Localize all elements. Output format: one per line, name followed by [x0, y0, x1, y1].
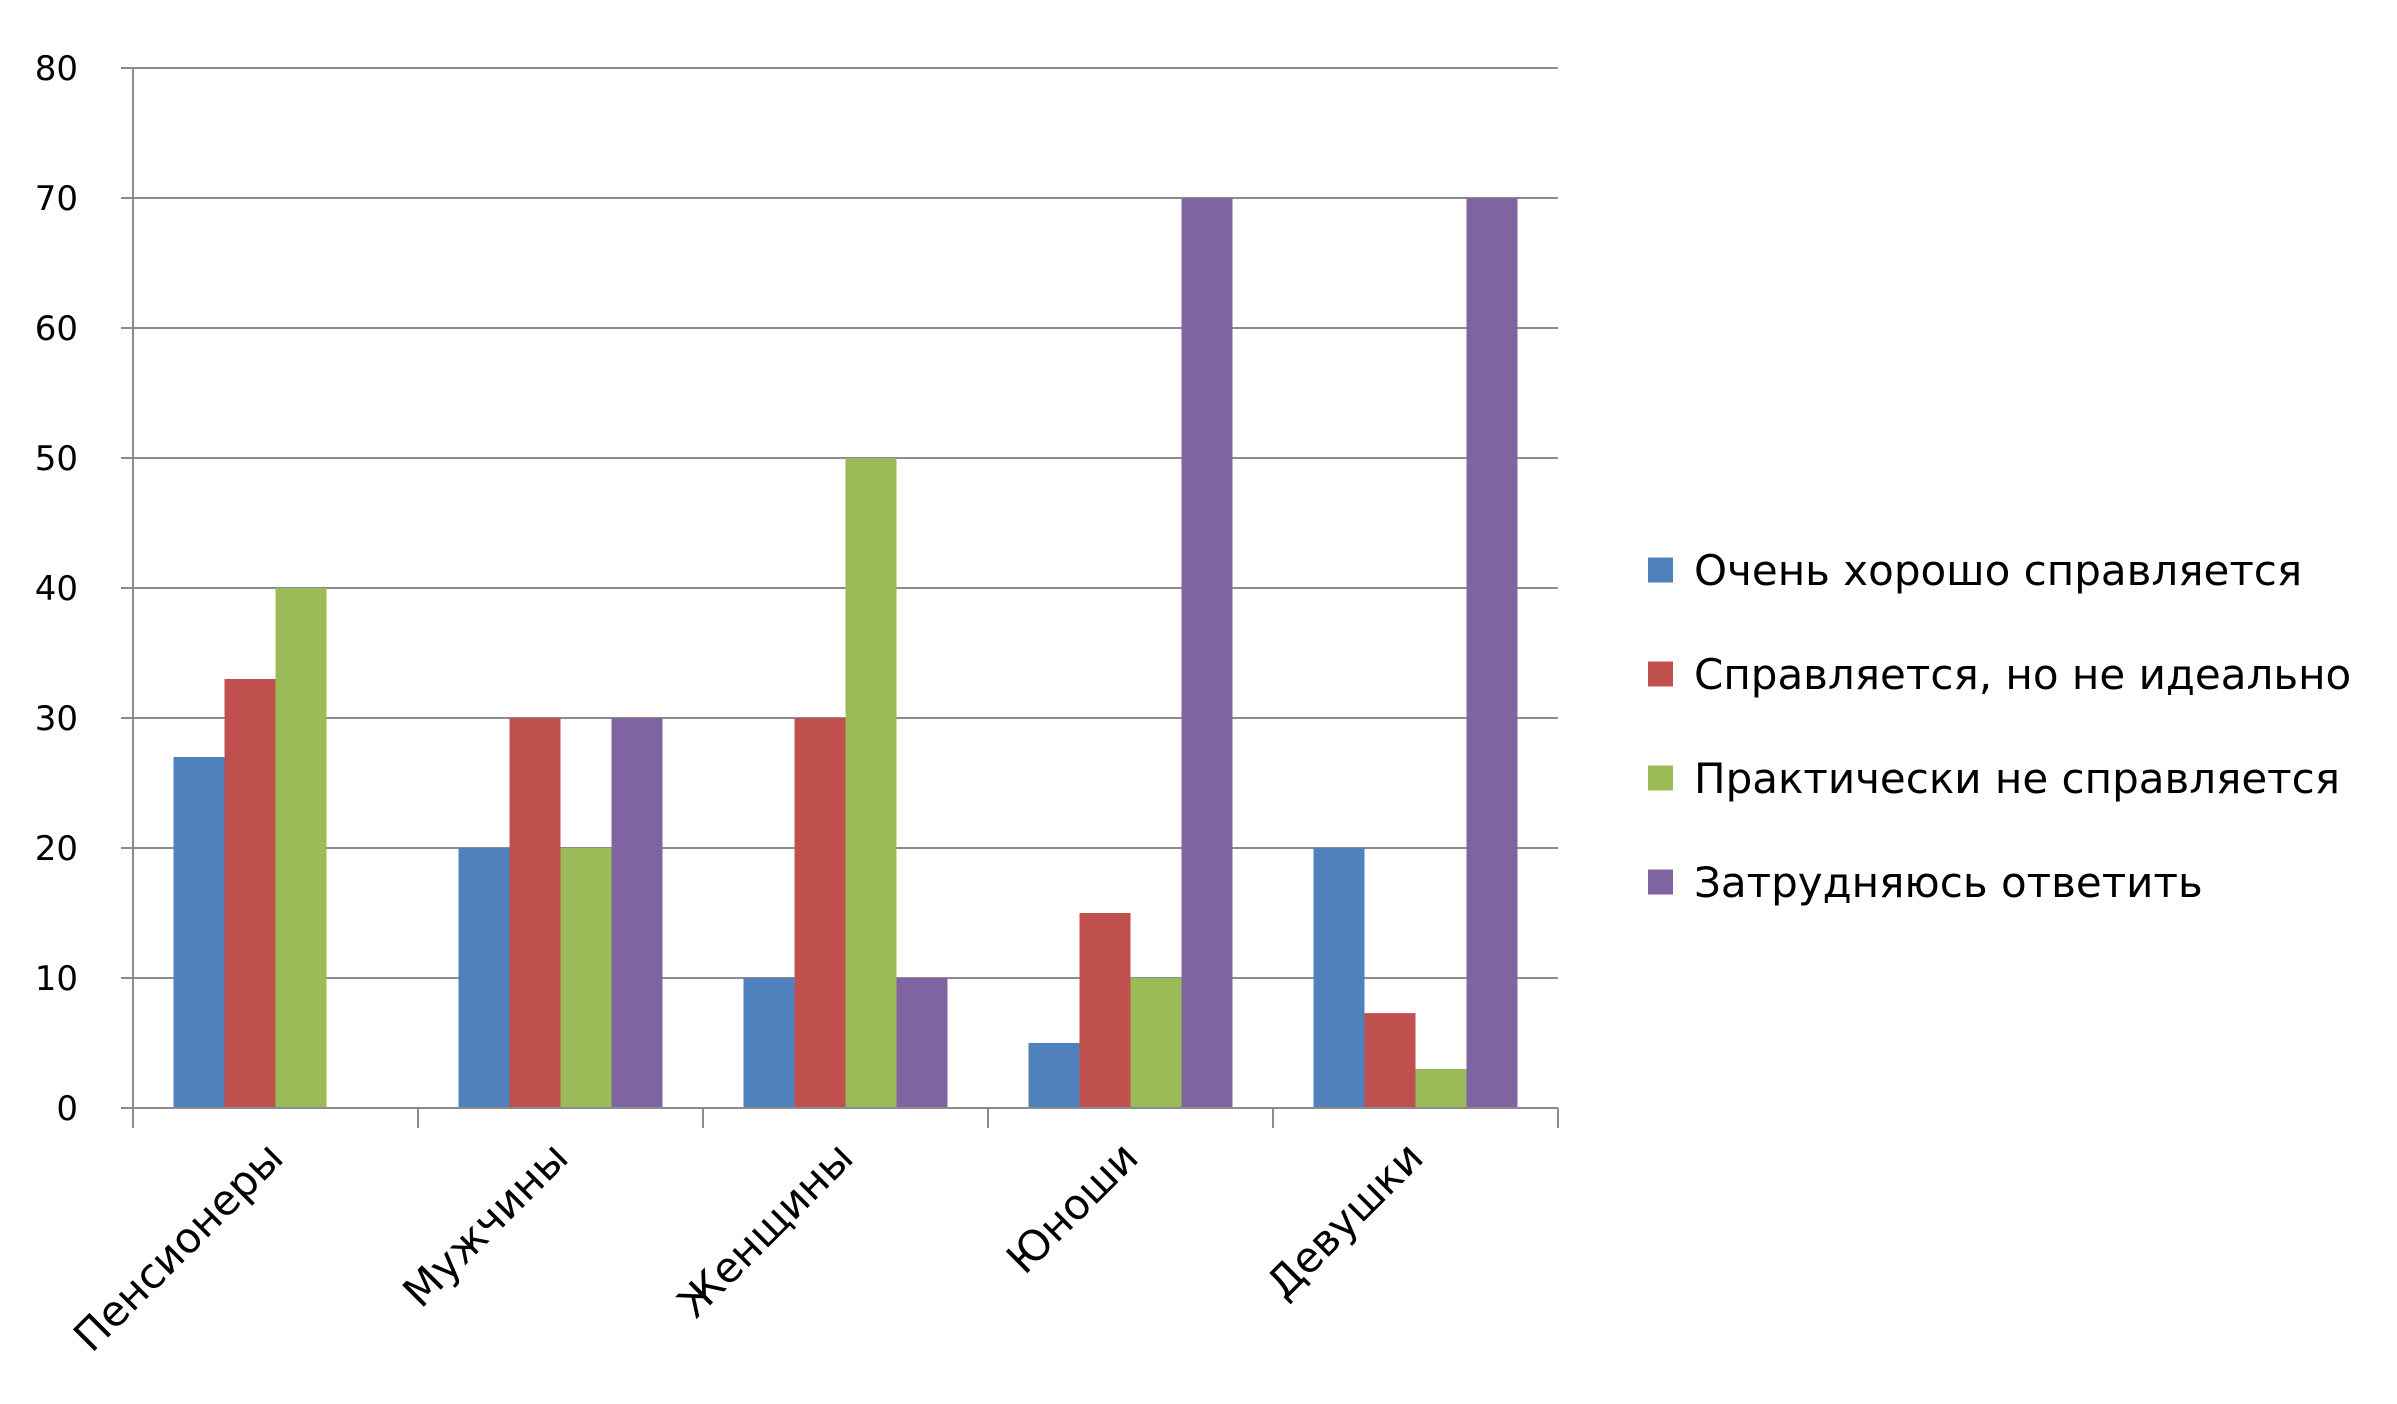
bar: [845, 458, 897, 1108]
bar: [1313, 848, 1365, 1108]
bars: [173, 198, 1518, 1108]
bar: [275, 588, 327, 1108]
bar: [743, 978, 795, 1108]
bar: [1181, 198, 1233, 1108]
y-tick-label: 0: [56, 1089, 78, 1129]
y-tick-label: 50: [35, 439, 78, 479]
bar: [509, 718, 561, 1108]
category-label: Мужчины: [393, 1132, 577, 1316]
bar: [1466, 198, 1518, 1108]
bar: [224, 679, 276, 1108]
bar: [1079, 913, 1131, 1108]
legend-label: Справляется, но не идеально: [1694, 650, 2351, 699]
y-tick-label: 70: [35, 179, 78, 219]
y-tick-label: 60: [35, 309, 78, 349]
category-label: Женщины: [668, 1132, 862, 1326]
category-label: Пенсионеры: [64, 1132, 292, 1360]
y-tick-label: 20: [35, 829, 78, 869]
bar: [173, 757, 225, 1108]
legend-label: Практически не справляется: [1694, 754, 2340, 803]
category-label: Девушки: [1257, 1132, 1433, 1308]
legend-swatch: [1648, 869, 1673, 895]
legend-swatch: [1648, 661, 1673, 687]
category-labels: Пенсионеры Мужчины Женщины Юноши Девушки: [64, 1132, 1432, 1360]
bar: [896, 978, 948, 1108]
legend-label: Затрудняюсь ответить: [1694, 858, 2203, 907]
y-tick-label: 30: [35, 699, 78, 739]
legend-swatch: [1648, 765, 1673, 791]
bar: [560, 848, 612, 1108]
bar: [1028, 1043, 1080, 1108]
bar: [1130, 978, 1182, 1108]
y-tick-label: 40: [35, 569, 78, 609]
legend-swatch: [1648, 557, 1673, 583]
category-label: Юноши: [997, 1132, 1148, 1283]
bar: [1364, 1013, 1416, 1108]
axes: [121, 67, 1559, 1128]
legend-label: Очень хорошо справляется: [1694, 546, 2302, 595]
bar: [611, 718, 663, 1108]
bar: [458, 848, 510, 1108]
bar: [1415, 1069, 1467, 1108]
y-tick-label: 10: [35, 959, 78, 999]
legend: Очень хорошо справляется Справляется, но …: [1648, 546, 2351, 907]
y-tick-labels: 0 10 20 30 40 50 60 70 80: [35, 49, 78, 1129]
y-tick-label: 80: [35, 49, 78, 89]
bar: [794, 718, 846, 1108]
